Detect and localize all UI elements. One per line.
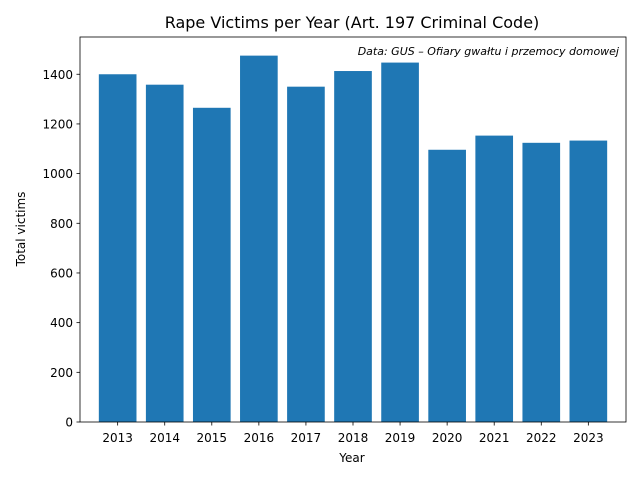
chart-title: Rape Victims per Year (Art. 197 Criminal… [165,13,540,32]
x-tick-label: 2014 [149,431,180,445]
x-tick-label: 2020 [432,431,463,445]
bar-2015 [192,107,231,423]
bar-2023 [569,140,608,422]
x-tick-label: 2016 [244,431,275,445]
bar-2022 [522,142,561,422]
y-tick-label: 1000 [42,167,73,181]
bars-group [98,55,608,423]
y-tick-label: 200 [50,366,73,380]
x-tick-label: 2019 [385,431,416,445]
bar-2020 [428,149,466,422]
y-tick-label: 800 [50,217,73,231]
x-tick-label: 2023 [573,431,604,445]
y-tick-label: 0 [65,416,73,430]
data-source-annotation: Data: GUS – Ofiary gwałtu i przemocy dom… [358,45,620,58]
bar-2021 [475,135,514,422]
x-tick-label: 2013 [102,431,133,445]
plot-area-frame [79,36,627,423]
y-axis-label: Total victims [14,192,28,268]
bar-2016 [240,55,278,423]
y-tick-label: 1200 [42,117,73,131]
bar-2018 [334,71,372,423]
y-axis-ticks: 0 200 400 600 800 1000 1200 1400 [42,68,80,430]
x-tick-label: 2022 [526,431,557,445]
x-tick-label: 2017 [291,431,322,445]
y-tick-label: 600 [50,266,73,280]
y-tick-label: 400 [50,316,73,330]
x-axis-ticks: 2013 2014 2015 2016 2017 2018 2019 2020 2021 2022… [102,422,604,445]
x-tick-label: 2018 [338,431,369,445]
x-tick-label: 2015 [197,431,228,445]
x-tick-label: 2021 [479,431,510,445]
bar-2019 [381,62,419,423]
bar-2017 [287,86,325,422]
y-tick-label: 1400 [42,68,73,82]
bar-2013 [98,74,137,423]
x-axis-label: Year [338,451,364,465]
bar-2014 [145,84,184,423]
